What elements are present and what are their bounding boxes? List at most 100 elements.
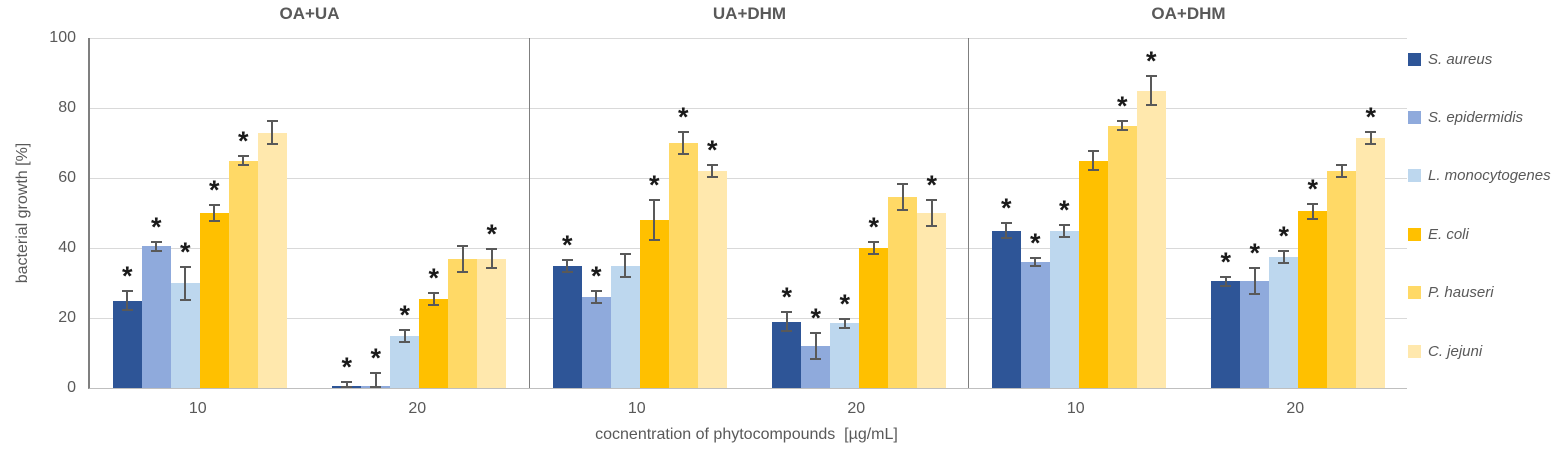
error-bar-cap-top <box>897 183 909 186</box>
y-tick-label: 40 <box>58 239 76 256</box>
error-bar-cap-top <box>1336 164 1348 166</box>
error-bar-cap-top <box>208 204 220 207</box>
panel-title: UA+DHM <box>712 4 787 23</box>
significance-star: * <box>1278 220 1289 251</box>
error-bar <box>1269 249 1298 264</box>
error-bar <box>859 241 888 255</box>
significance-star: * <box>1145 45 1157 76</box>
error-bar-cap-top <box>486 248 498 250</box>
error-bar-line <box>901 183 904 212</box>
error-bar-cap-bottom <box>926 225 938 227</box>
error-bar-line <box>345 381 348 388</box>
error-bar-cap-top <box>237 155 249 158</box>
error-bar-cap-top <box>1087 150 1099 152</box>
error-bar <box>553 258 582 273</box>
error-bar <box>477 248 506 269</box>
legend-label: C. jejuni <box>1428 342 1483 360</box>
error-bar-line <box>653 199 656 241</box>
error-bar-cap-bottom <box>1278 261 1290 264</box>
error-bar-cap-top <box>839 318 851 320</box>
legend-swatch <box>1408 110 1421 124</box>
error-bar-cap-top <box>341 381 353 383</box>
significance-star: * <box>1220 247 1231 277</box>
significance-star: * <box>1307 173 1318 204</box>
significance-star: * <box>370 343 381 374</box>
error-bar-line <box>1340 164 1343 178</box>
significance-star: * <box>237 126 249 157</box>
x-tick-label: 10 <box>627 400 646 417</box>
error-bar-cap-bottom <box>1000 237 1012 240</box>
bar <box>1298 211 1328 388</box>
legend-swatch <box>1408 227 1421 241</box>
legend-label: P. hauseri <box>1428 284 1494 302</box>
error-bar-line <box>814 332 817 360</box>
significance-star: * <box>486 219 497 249</box>
y-tick-label: 60 <box>58 169 76 186</box>
legend-label: S. aureus <box>1428 50 1493 68</box>
x-tick-label: 20 <box>847 400 866 417</box>
gridline <box>90 37 1407 39</box>
significance-star: * <box>428 262 439 293</box>
panel-title: OA+DHM <box>1151 4 1226 23</box>
error-bar-line <box>1092 150 1095 171</box>
error-bar-cap-top <box>1278 249 1290 252</box>
bar <box>390 335 420 388</box>
error-bar <box>1137 74 1166 107</box>
error-bar <box>1356 130 1385 145</box>
error-bar <box>1079 150 1108 171</box>
legend-swatch <box>1408 169 1421 183</box>
error-bar-cap-top <box>1220 276 1232 278</box>
plot-area: OA+UA * * * * * * * * * * UA+DHM * * * * * * * * * * OA+DHM * * *… <box>88 4 1408 389</box>
error-bar-line <box>374 372 377 388</box>
error-bar <box>992 221 1021 240</box>
error-bar-cap-top <box>781 311 793 313</box>
error-bar <box>1050 223 1079 238</box>
error-bar <box>229 155 258 166</box>
significance-star: * <box>1058 194 1070 225</box>
error-bar-cap-top <box>1000 221 1012 224</box>
error-bar-cap-top <box>1249 267 1261 270</box>
error-bar-cap-top <box>457 244 469 247</box>
panel-oa-dhm: OA+DHM * * * * * * * * * * <box>968 4 1408 388</box>
error-bar-line <box>1005 221 1008 240</box>
error-bar-cap-top <box>810 332 822 334</box>
error-bar-line <box>624 253 627 278</box>
bar <box>228 160 258 388</box>
bar <box>1356 137 1386 388</box>
significance-star: * <box>341 352 352 382</box>
y-tick-label: 0 <box>67 379 76 396</box>
error-bar-cap-top <box>1058 223 1070 226</box>
significance-star: * <box>561 229 573 260</box>
significance-star: * <box>150 212 162 242</box>
error-bar-line <box>843 318 846 329</box>
error-bar-cap-bottom <box>868 253 880 255</box>
significance-star: * <box>926 170 937 200</box>
legend-item: S. aureus <box>1408 50 1492 68</box>
significance-star: * <box>1116 91 1128 122</box>
error-bar-line <box>242 155 245 166</box>
error-bar-cap-bottom <box>619 275 631 278</box>
error-bar <box>361 372 390 388</box>
error-bar-cap-top <box>150 241 162 243</box>
error-bar-cap-bottom <box>706 176 718 178</box>
bar <box>1078 160 1108 388</box>
bar <box>697 171 727 388</box>
error-bar-line <box>490 248 493 269</box>
error-bar-cap-bottom <box>370 386 382 388</box>
gridline <box>90 177 1407 179</box>
error-bar-cap-top <box>399 328 411 331</box>
gridline <box>90 317 1407 319</box>
error-bar-cap-bottom <box>1336 176 1348 178</box>
significance-star: * <box>208 175 220 206</box>
error-bar-cap-bottom <box>208 219 220 222</box>
error-bar-line <box>184 265 187 301</box>
significance-star: * <box>781 282 792 312</box>
bar <box>1211 281 1241 388</box>
error-bar <box>1108 120 1137 131</box>
gridline <box>90 107 1407 109</box>
error-bar-line <box>930 199 933 227</box>
error-bar-cap-bottom <box>457 270 469 273</box>
error-bar-cap-bottom <box>237 163 249 166</box>
bar <box>859 248 889 388</box>
error-bar-line <box>213 204 216 222</box>
